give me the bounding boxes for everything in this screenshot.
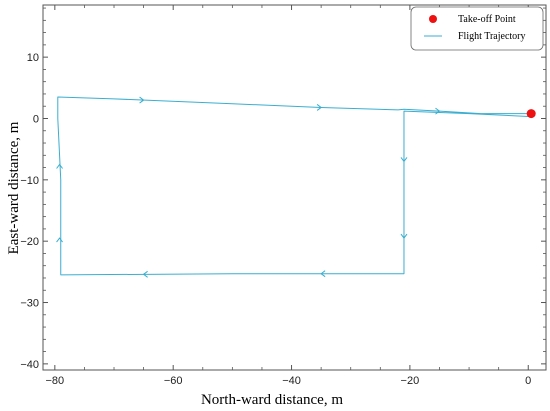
direction-arrow bbox=[400, 157, 408, 163]
direction-arrow bbox=[435, 107, 441, 115]
y-axis-title: East-ward distance, m bbox=[6, 121, 22, 254]
axis-ticks: −80 −60 −40 −20 0 10 0 −10 −20 −30 −40 bbox=[20, 5, 546, 387]
takeoff-point-marker bbox=[526, 109, 536, 119]
direction-arrow bbox=[56, 163, 63, 169]
direction-arrow bbox=[56, 237, 63, 243]
x-tick-label: −40 bbox=[282, 375, 301, 387]
direction-arrow bbox=[142, 270, 148, 278]
plot-frame bbox=[42, 4, 547, 371]
y-tick-label: 0 bbox=[33, 113, 39, 125]
x-tick-label: −80 bbox=[45, 375, 64, 387]
x-tick-label: 0 bbox=[525, 375, 531, 387]
direction-arrow bbox=[320, 270, 326, 278]
y-tick-label: −20 bbox=[20, 236, 39, 248]
y-tick-label: −10 bbox=[20, 175, 39, 187]
series-layer bbox=[57, 96, 536, 276]
y-tick-label: −30 bbox=[20, 298, 39, 310]
legend-trajectory-label: Flight Trajectory bbox=[458, 31, 526, 42]
direction-arrows bbox=[56, 96, 441, 278]
y-tick-label: 10 bbox=[27, 52, 39, 64]
direction-arrow bbox=[316, 104, 322, 111]
legend-box bbox=[410, 6, 544, 51]
y-tick-label: −40 bbox=[20, 359, 39, 371]
x-axis-title: North-ward distance, m bbox=[201, 392, 343, 408]
legend: Take-off Point Flight Trajectory bbox=[410, 6, 544, 51]
direction-arrow bbox=[139, 96, 145, 104]
flight-trajectory-line bbox=[57, 96, 532, 276]
legend-takeoff-marker bbox=[429, 15, 437, 23]
x-tick-label: −20 bbox=[401, 375, 420, 387]
x-tick-label: −60 bbox=[164, 375, 183, 387]
direction-arrow bbox=[400, 233, 408, 239]
legend-takeoff-label: Take-off Point bbox=[458, 14, 516, 25]
